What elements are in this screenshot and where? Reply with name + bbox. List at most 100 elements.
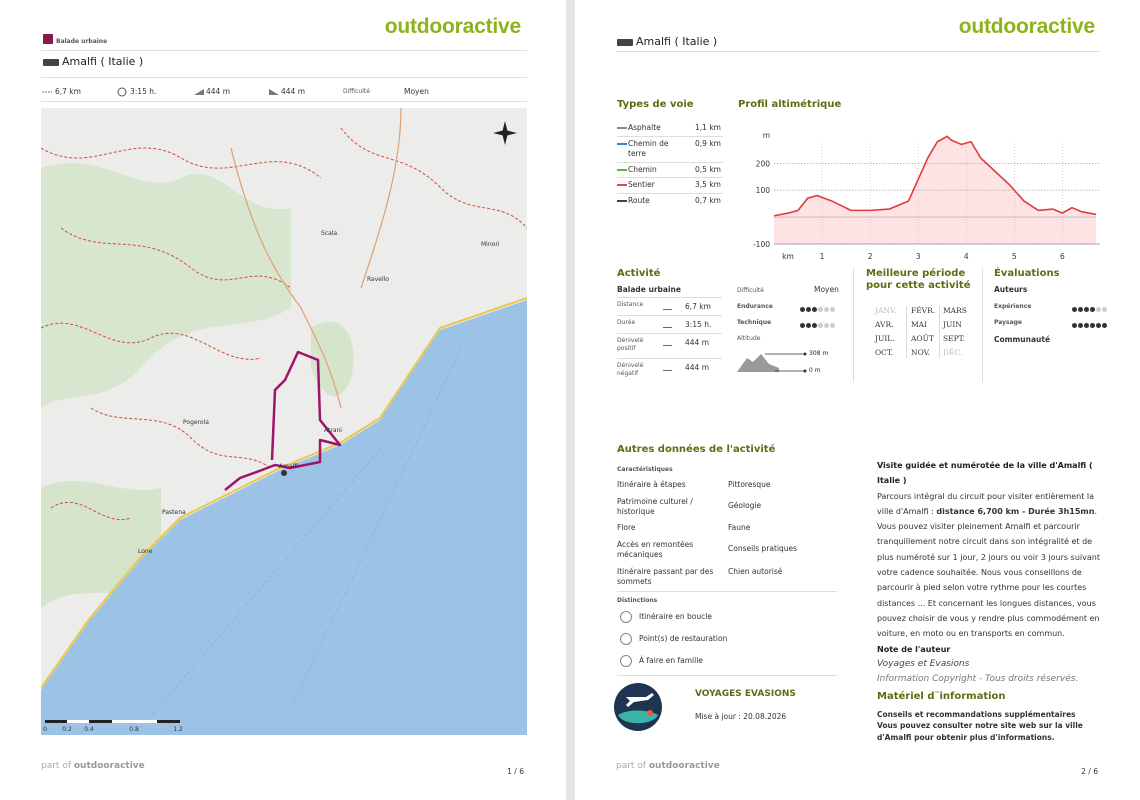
map-label: Ravello bbox=[367, 276, 389, 283]
rating-dot bbox=[830, 307, 835, 312]
x-tick-label: 1 bbox=[820, 252, 825, 261]
distinction-icon bbox=[620, 611, 632, 623]
characteristic: Itinéraire à étapes bbox=[617, 480, 686, 489]
page-2: outdooractive Amalfi ( Italie ) Types de… bbox=[575, 0, 1140, 800]
characteristics-title: Caractéristiques bbox=[617, 466, 673, 473]
separator bbox=[982, 268, 983, 382]
month-separator bbox=[906, 306, 907, 358]
month: MAI bbox=[911, 320, 928, 329]
stat-ascent: 444 m bbox=[206, 87, 231, 96]
rating-dot bbox=[1102, 307, 1107, 312]
activity-label: Dénivelé négatif bbox=[617, 362, 644, 377]
rating-label: Paysage bbox=[994, 319, 1022, 326]
activity-type: Balade urbaine bbox=[617, 285, 681, 294]
map-label: Amalfi bbox=[279, 463, 298, 470]
divider bbox=[41, 101, 527, 102]
rating-dots bbox=[1072, 304, 1108, 312]
scale-label: 1.2 bbox=[173, 726, 183, 733]
rating-dot bbox=[806, 323, 811, 328]
activity-label: Dénivelé positif bbox=[617, 337, 644, 352]
activity-icon bbox=[43, 34, 53, 44]
x-tick-label: 6 bbox=[1060, 252, 1065, 261]
activity-value: 6,7 km bbox=[685, 302, 711, 311]
description-heading: Visite guidée et numérotée de la ville d… bbox=[877, 461, 1093, 486]
y-tick-label: -100 bbox=[753, 240, 770, 249]
rating-dot bbox=[812, 323, 817, 328]
stat-difficulty-label: Difficulté bbox=[343, 88, 370, 95]
section-heading: Profil altimétrique bbox=[738, 99, 842, 110]
scale-label: 0.8 bbox=[129, 726, 139, 733]
activity-label: Durée bbox=[617, 319, 636, 326]
text: . Vous pouvez visiter pleinement Amalfi … bbox=[877, 506, 1100, 639]
author-updated: Mise à jour : 20.08.2026 bbox=[695, 712, 787, 721]
section-heading: Matériel d¨information bbox=[877, 691, 1006, 703]
characteristic: Flore bbox=[617, 523, 636, 532]
author-name: VOYAGES EVASIONS bbox=[695, 689, 796, 699]
section-heading: Évaluations bbox=[994, 268, 1060, 279]
way-length: 0,9 km bbox=[695, 139, 721, 148]
month: FÉVR. bbox=[911, 306, 936, 315]
rating-dot bbox=[818, 323, 823, 328]
map-label: Lone bbox=[138, 548, 153, 555]
activity-icon bbox=[663, 340, 672, 346]
divider bbox=[616, 51, 1100, 52]
map: Scala Ravello Minori Atrani Amalfi Pogerola Pa… bbox=[41, 108, 527, 735]
row-divider bbox=[617, 297, 722, 298]
way-name: Route bbox=[628, 196, 650, 205]
way-length: 1,1 km bbox=[695, 123, 721, 132]
profile-line bbox=[773, 135, 1097, 217]
divider bbox=[617, 675, 837, 676]
scale-label: 0.2 bbox=[62, 726, 72, 733]
altitude-graphic bbox=[737, 352, 807, 373]
difficulty: Moyen bbox=[814, 285, 839, 294]
text: Parcours intégral du circuit pour visite… bbox=[877, 491, 1095, 516]
map-label: Scala bbox=[321, 230, 337, 237]
flag bbox=[43, 59, 59, 66]
rating-dot bbox=[824, 323, 829, 328]
row-divider bbox=[617, 162, 723, 163]
month: JANV. bbox=[875, 306, 897, 315]
rating-dot bbox=[812, 307, 817, 312]
rating-dots bbox=[800, 320, 836, 328]
page-number: 2 / 6 bbox=[1081, 767, 1098, 776]
elevation-profile: 200 100 -100 m 1 2 3 4 5 6 km bbox=[753, 131, 1100, 261]
flag bbox=[617, 39, 633, 46]
way-length: 0,5 km bbox=[695, 165, 721, 174]
x-tick-label: 2 bbox=[868, 252, 873, 261]
rating-dot bbox=[830, 323, 835, 328]
rating-dot bbox=[824, 307, 829, 312]
difficulty-label: Difficulté bbox=[737, 287, 764, 294]
copyright: Information Copyright - Tous droits rése… bbox=[877, 674, 1079, 685]
text-bold: distance 6,700 km - Durée 3h15mn bbox=[936, 506, 1095, 516]
rating-dot bbox=[1072, 307, 1077, 312]
characteristic: Pittoresque bbox=[728, 480, 771, 489]
way-length: 3,5 km bbox=[695, 180, 721, 189]
activity-icon bbox=[663, 365, 672, 371]
note-title: Note de l'auteur bbox=[877, 644, 951, 654]
map-label: Pastena bbox=[162, 509, 186, 516]
x-tick-label: 5 bbox=[1012, 252, 1017, 261]
month-separator bbox=[939, 306, 940, 358]
rating-dot bbox=[1084, 307, 1089, 312]
altitude-min: 0 m bbox=[809, 367, 821, 374]
activity-value: 3:15 h. bbox=[685, 320, 712, 329]
altitude-max: 308 m bbox=[809, 350, 829, 357]
month: JUIN bbox=[943, 320, 962, 329]
x-unit: km bbox=[782, 252, 794, 261]
rating-dot bbox=[800, 323, 805, 328]
rating-dot bbox=[1090, 307, 1095, 312]
activity-value: 444 m bbox=[685, 338, 710, 347]
rating-dots bbox=[1072, 320, 1108, 328]
logo: outdooractive bbox=[958, 15, 1095, 38]
footer-brand: outdooractive bbox=[73, 761, 145, 771]
scale-label: 0 bbox=[43, 726, 47, 733]
way-swatch bbox=[617, 169, 627, 171]
characteristic: Itinéraire passant par des sommets bbox=[617, 567, 714, 586]
separator bbox=[853, 268, 854, 382]
divider bbox=[41, 77, 527, 78]
rating-label: Endurance bbox=[737, 303, 773, 310]
author: Voyages et Evasions bbox=[877, 658, 970, 669]
title: Amalfi ( Italie ) bbox=[636, 35, 718, 48]
activity-icon bbox=[663, 304, 672, 310]
footer: part of outdooractive bbox=[41, 761, 145, 771]
